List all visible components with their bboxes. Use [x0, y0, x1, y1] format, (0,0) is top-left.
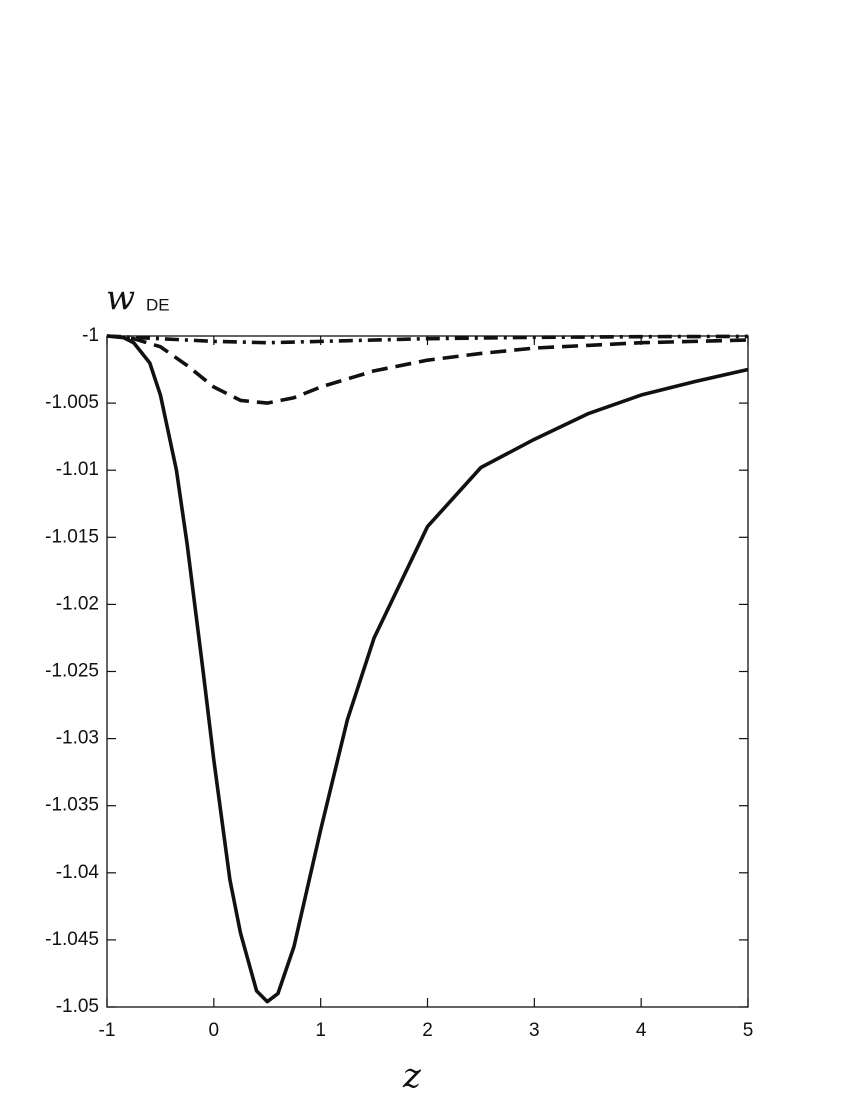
x-tick-label: 1: [315, 1020, 326, 1041]
y-tick-label: -1: [82, 325, 99, 346]
y-tick-label: -1.04: [56, 862, 100, 883]
y-tick-label: -1.03: [56, 728, 99, 749]
y-tick-label: -1.035: [45, 795, 99, 816]
x-tick-label: 0: [209, 1020, 220, 1041]
x-axis-title: z: [402, 1056, 422, 1096]
y-axis-title: w: [106, 278, 135, 318]
x-tick-label: 4: [636, 1020, 647, 1041]
y-tick-label: -1.025: [45, 661, 99, 682]
line-series: [106, 334, 749, 405]
y-tick-label: -1.045: [45, 929, 99, 950]
y-axis-subscript: DE: [146, 295, 170, 314]
line-series: [106, 334, 749, 1004]
y-tick-label: -1.015: [45, 526, 99, 547]
x-tick-label: -1: [99, 1020, 116, 1041]
line-series: [106, 334, 749, 345]
x-tick-label: 2: [422, 1020, 433, 1041]
x-tick-label: 3: [529, 1020, 540, 1041]
y-tick-label: -1.005: [45, 392, 99, 413]
y-tick-label: -1.02: [56, 593, 99, 614]
y-tick-label: -1.05: [56, 996, 99, 1017]
x-tick-label: 5: [743, 1020, 754, 1041]
y-tick-label: -1.01: [56, 459, 99, 480]
